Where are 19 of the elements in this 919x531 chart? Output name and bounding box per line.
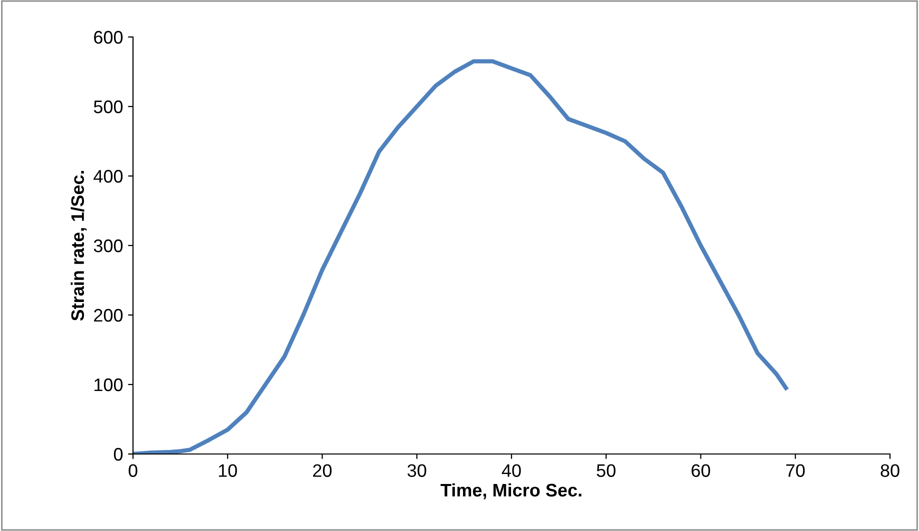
y-tick-label: 100 [94,378,123,392]
x-tick-label: 0 [128,464,138,477]
y-tick-label: 500 [94,100,123,114]
y-tick-label: 0 [114,448,123,461]
line-series [133,59,788,454]
x-tick-label: 80 [880,464,900,477]
y-tick-label: 600 [94,30,123,44]
y-tick-label: 200 [94,308,123,322]
y-tick-label: 400 [94,170,123,183]
x-tick-label: 20 [313,464,332,477]
y-axis-title: Strain rate, 1/Sec. [70,170,87,321]
x-tick-label: 60 [692,464,710,477]
y-tick-label: 300 [94,239,123,252]
x-tick-label: 40 [502,464,521,477]
x-tick-label: 30 [408,464,426,477]
x-tick-label: 10 [218,464,237,477]
x-tick-label: 70 [786,464,805,477]
x-axis-title: Time, Micro Sec. [440,483,582,500]
x-tick-label: 50 [596,464,616,477]
